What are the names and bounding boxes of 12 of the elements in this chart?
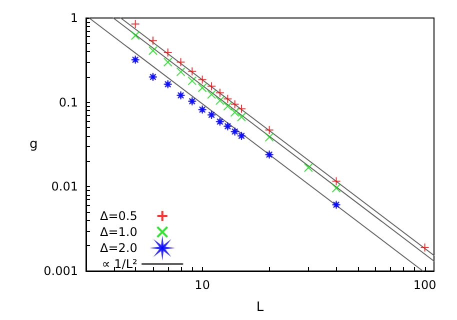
y-tick-label: 0.1 (58, 95, 78, 110)
x-tick-label: 100 (413, 278, 436, 292)
x-tick-label: 10 (194, 278, 210, 292)
y-tick-label: 1 (70, 11, 78, 25)
legend-label: Δ=0.5 (100, 209, 138, 223)
legend-label: ∝ 1/L² (102, 257, 138, 271)
y-tick-label: 0.001 (44, 264, 78, 278)
legend-label: Δ=1.0 (100, 225, 138, 239)
y-axis-title: g (29, 137, 38, 152)
y-tick-label: 0.01 (51, 180, 78, 194)
x-axis-title: L (256, 300, 264, 315)
legend-label: Δ=2.0 (100, 241, 138, 255)
